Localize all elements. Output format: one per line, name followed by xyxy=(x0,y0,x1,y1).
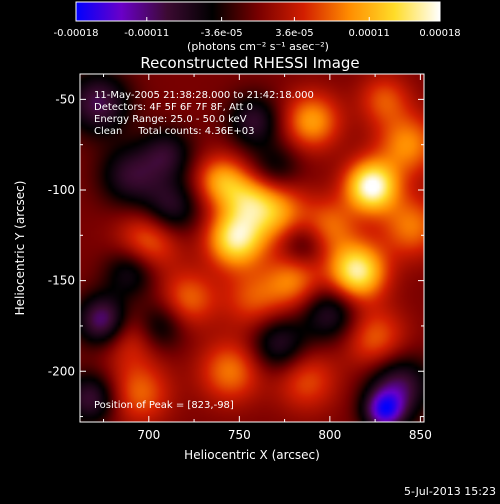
y-axis-label: Heliocentric Y (arcsec) xyxy=(13,181,27,316)
chart-title: Reconstructed RHESSI Image xyxy=(140,54,359,72)
y-tick-label: -150 xyxy=(48,274,75,288)
plot-frame xyxy=(79,73,425,423)
annotation-energy-range: Energy Range: 25.0 - 50.0 keV xyxy=(94,114,247,125)
colorbar-unit-label: (photons cm⁻² s⁻¹ asec⁻²) xyxy=(187,40,329,53)
annotation-block: 11-May-2005 21:38:28.000 to 21:42:18.000… xyxy=(94,90,314,137)
axis-ticks: 700 750 800 850 -50 -100 -150 -200 xyxy=(48,74,432,442)
colorbar-tick-label: 0.00018 xyxy=(419,28,460,39)
annotation-time-range: 11-May-2005 21:38:28.000 to 21:42:18.000 xyxy=(94,90,314,101)
x-tick-label: 800 xyxy=(318,428,341,442)
footer-timestamp: 5-Jul-2013 15:23 xyxy=(403,485,496,498)
y-tick-label: -100 xyxy=(48,183,75,197)
colorbar-tick-label: -0.00018 xyxy=(54,28,99,39)
annotation-detectors: Detectors: 4F 5F 6F 7F 8F, Att 0 xyxy=(94,102,253,113)
colorbar-tick-label: -0.00011 xyxy=(124,28,169,39)
colorbar-ticks: -0.00018 -0.00011 -3.6e-05 3.6e-05 0.00011 0.… xyxy=(54,17,461,39)
colorbar xyxy=(75,1,441,22)
x-axis-label: Heliocentric X (arcsec) xyxy=(184,448,320,462)
heatmap-image xyxy=(80,74,424,422)
colorbar-tick-label: 3.6e-05 xyxy=(275,28,313,39)
y-tick-label: -200 xyxy=(48,364,75,378)
y-tick-label: -50 xyxy=(55,92,75,106)
annotation-clean-counts: Clean Total counts: 4.36E+03 xyxy=(94,126,254,137)
colorbar-tick-label: 0.00011 xyxy=(349,28,390,39)
x-tick-label: 750 xyxy=(228,428,251,442)
x-tick-label: 700 xyxy=(137,428,160,442)
x-tick-label: 850 xyxy=(409,428,432,442)
peak-position-label: Position of Peak = [823,-98] xyxy=(94,400,234,411)
colorbar-tick-label: -3.6e-05 xyxy=(201,28,243,39)
